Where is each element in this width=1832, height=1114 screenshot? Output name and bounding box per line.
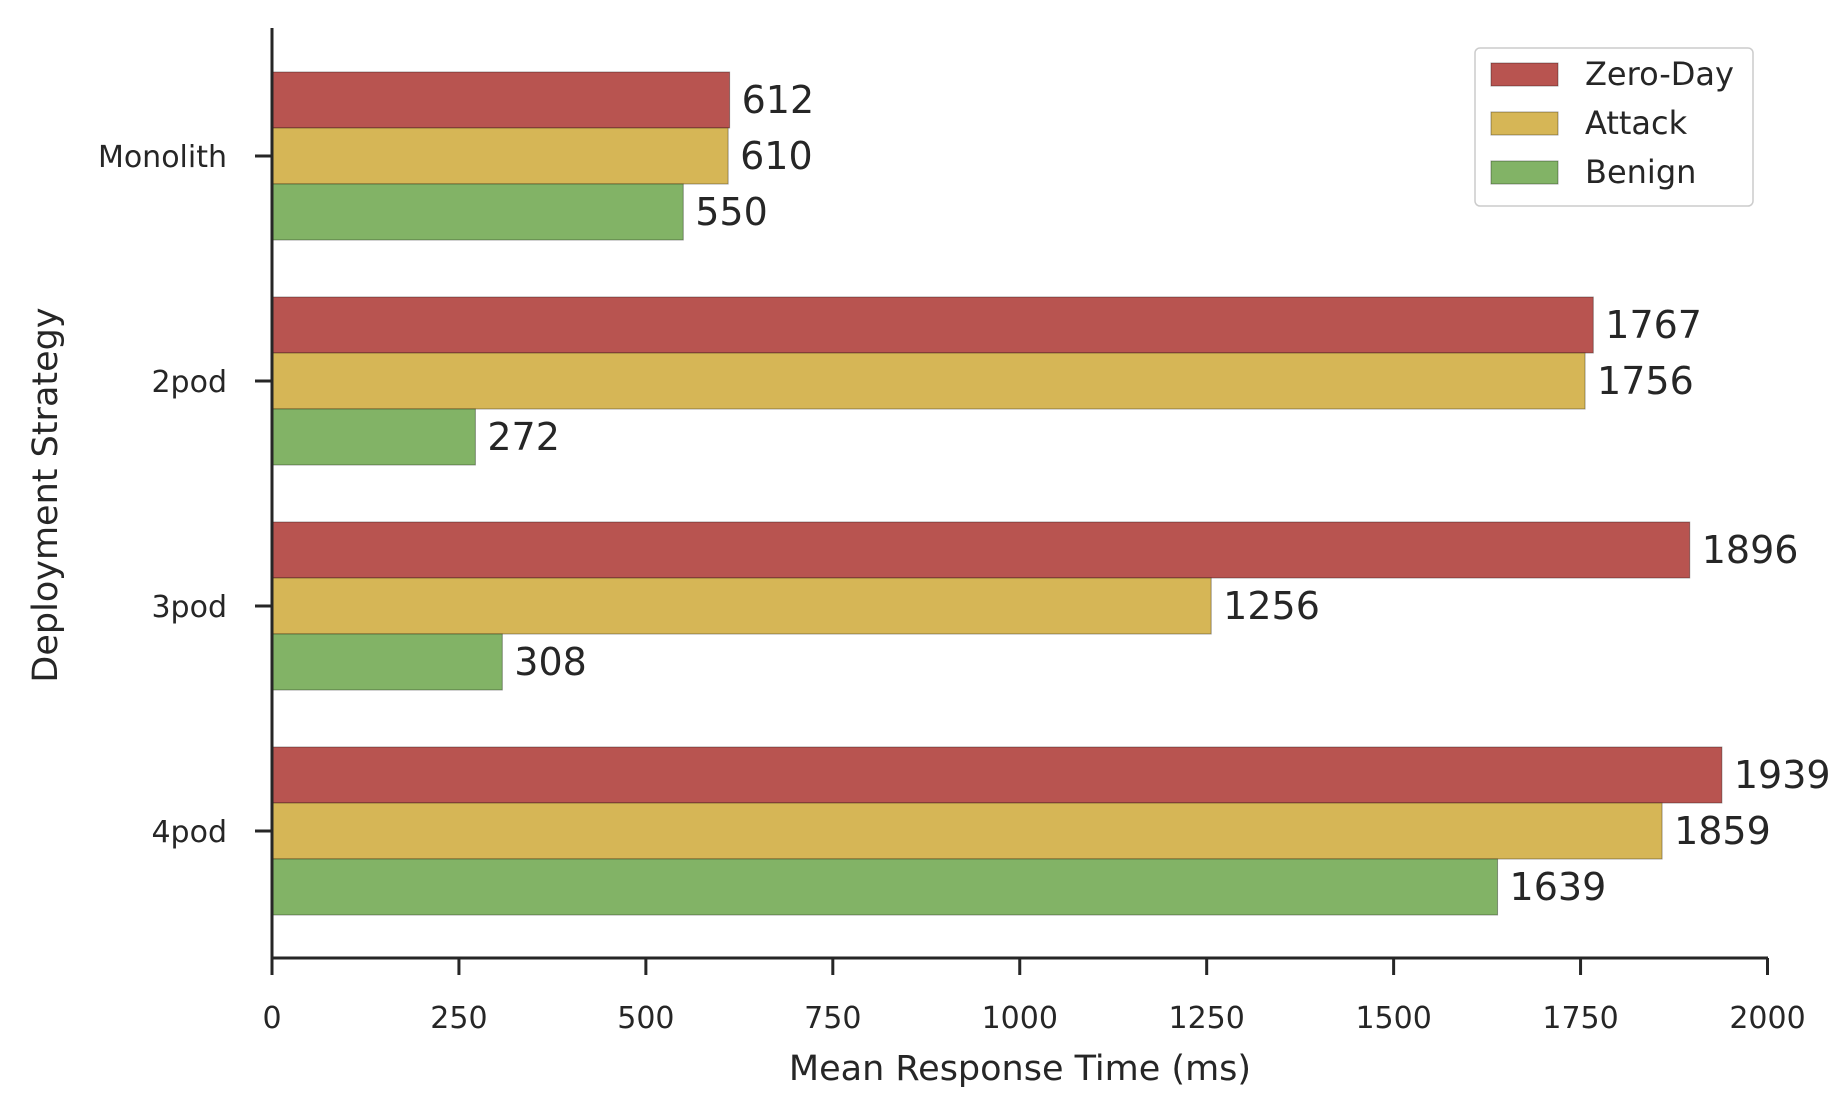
bar-2pod-zero-day — [271, 296, 1594, 354]
bar-monolith-benign — [271, 183, 684, 241]
data-label-4pod-zero-day: 1939 — [1734, 753, 1831, 797]
bars-group — [271, 71, 1723, 916]
bar-3pod-zero-day — [271, 521, 1691, 579]
y-axis-title: Deployment Strategy — [26, 307, 66, 682]
x-tick-label-1250: 1250 — [1169, 1001, 1245, 1036]
bar-monolith-zero-day — [271, 71, 731, 129]
bar-monolith-attack — [271, 127, 729, 185]
x-tick-label-2000: 2000 — [1729, 1001, 1805, 1036]
bar-2pod-benign — [271, 408, 476, 466]
x-tick-label-1000: 1000 — [982, 1001, 1058, 1036]
data-label-3pod-zero-day: 1896 — [1702, 528, 1799, 572]
x-axis-title: Mean Response Time (ms) — [789, 1049, 1251, 1089]
data-labels-group: 612 610 550 1767 1756 272 1896 1256 308 1939 1859 1… — [487, 78, 1830, 909]
data-label-monolith-attack: 610 — [740, 134, 813, 178]
data-label-3pod-benign: 308 — [514, 640, 587, 684]
legend-label-benign: Benign — [1585, 153, 1696, 191]
bar-2pod-attack — [271, 352, 1586, 410]
y-tick-label-4pod: 4pod — [151, 815, 227, 850]
bar-4pod-attack — [271, 802, 1663, 860]
x-tick-label-0: 0 — [262, 1001, 281, 1036]
bar-4pod-zero-day — [271, 746, 1723, 804]
bar-3pod-benign — [271, 633, 503, 691]
y-tick-label-3pod: 3pod — [151, 590, 227, 625]
data-label-2pod-zero-day: 1767 — [1605, 303, 1702, 347]
data-label-4pod-benign: 1639 — [1510, 865, 1607, 909]
x-tick-label-500: 500 — [617, 1001, 674, 1036]
legend-label-zero-day: Zero-Day — [1585, 55, 1734, 93]
legend-swatch-zero-day — [1490, 62, 1559, 87]
legend-swatch-benign — [1490, 160, 1559, 185]
data-label-monolith-benign: 550 — [695, 190, 768, 234]
x-ticks-group: 0 250 500 750 1000 1250 1500 1750 2000 — [262, 958, 1806, 1036]
y-tick-label-monolith: Monolith — [98, 140, 227, 175]
data-label-3pod-attack: 1256 — [1223, 584, 1320, 628]
data-label-4pod-attack: 1859 — [1674, 809, 1771, 853]
x-tick-label-1750: 1750 — [1542, 1001, 1618, 1036]
data-label-2pod-benign: 272 — [487, 415, 560, 459]
x-tick-label-750: 750 — [804, 1001, 861, 1036]
legend-label-attack: Attack — [1585, 104, 1688, 142]
legend-swatch-attack — [1490, 111, 1559, 136]
x-tick-label-1500: 1500 — [1355, 1001, 1431, 1036]
data-label-2pod-attack: 1756 — [1597, 359, 1694, 403]
y-ticks-group: Monolith 2pod 3pod 4pod — [98, 140, 272, 850]
x-tick-label-250: 250 — [430, 1001, 487, 1036]
legend: Zero-Day Attack Benign — [1474, 47, 1754, 207]
bar-4pod-benign — [271, 858, 1499, 916]
bar-3pod-attack — [271, 577, 1212, 635]
y-tick-label-2pod: 2pod — [151, 365, 227, 400]
data-label-monolith-zero-day: 612 — [742, 78, 815, 122]
